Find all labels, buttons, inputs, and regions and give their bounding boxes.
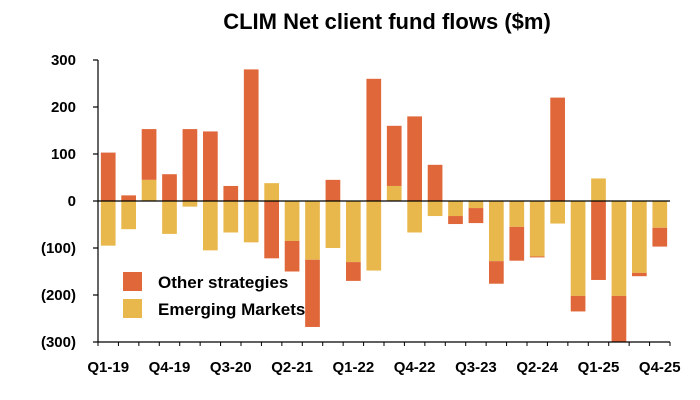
bar-other-strategies-q1-25 [591,201,606,280]
bar-other-strategies-q1-23 [427,164,443,201]
bar-other-strategies-q2-21 [284,240,300,272]
bar-emerging-markets-q2-19 [121,201,136,230]
legend: Other strategies Emerging Markets [123,272,305,319]
x-tick-label: Q1-19 [87,359,129,376]
bar-other-strategies-q3-20 [223,185,239,201]
bar-other-strategies-q4-24 [570,295,586,312]
bar-other-strategies-q4-23 [489,261,504,284]
y-tick-label: 200 [51,99,76,116]
bar-other-strategies-q3-21 [305,259,320,327]
bar-other-strategies-q3-25 [632,272,647,277]
bar-emerging-markets-q3-22 [386,185,402,201]
bar-emerging-markets-q3-21 [305,201,320,260]
x-tick-label: Q2-21 [271,359,313,376]
bar-emerging-markets-q1-22 [346,201,361,263]
legend-swatch [123,272,142,291]
bar-emerging-markets-q1-20 [182,201,198,207]
bar-other-strategies-q3-23 [468,208,484,224]
bar-other-strategies-q1-21 [264,201,279,259]
bar-emerging-markets-q4-19 [162,201,177,234]
axes-layer: 300 200 100 0 (100) (200) (300) Q1-19 Q4-19 Q3-20… [41,52,681,376]
chart-title: CLIM Net client fund flows ($m) [223,9,551,34]
bar-emerging-markets-q2-24 [529,201,545,257]
y-tick-label: 300 [51,52,76,69]
bar-emerging-markets-q1-25 [591,178,606,201]
bar-emerging-markets-q4-23 [489,201,504,262]
bar-other-strategies-q2-20 [203,131,218,201]
bar-other-strategies-q3-24 [550,97,565,201]
bar-other-strategies-q4-19 [162,174,177,201]
y-tick-label: 100 [51,146,76,163]
bar-emerging-markets-q1-24 [509,201,525,227]
bar-emerging-markets-q3-19 [141,179,157,201]
bar-other-strategies-q4-25 [652,227,668,247]
bar-emerging-markets-q2-21 [284,201,300,241]
bar-other-strategies-q1-20 [182,129,198,201]
bar-other-strategies-q2-23 [448,216,463,225]
x-tick-label: Q2-24 [516,359,558,376]
bar-emerging-markets-q2-25 [611,201,627,296]
bar-other-strategies-q4-20 [243,69,259,202]
y-tick-label: 0 [68,193,76,210]
bar-other-strategies-q3-22 [386,125,402,186]
bar-emerging-markets-q2-20 [203,201,218,251]
bar-other-strategies-q2-25 [611,295,627,342]
x-tick-label: Q4-19 [149,359,191,376]
x-tick-label: Q3-23 [455,359,497,376]
bar-emerging-markets-q3-25 [632,201,647,273]
bar-other-strategies-q3-19 [141,129,157,180]
bar-emerging-markets-q4-20 [243,201,259,243]
legend-label: Emerging Markets [158,300,305,319]
y-tick-label: (100) [41,240,76,257]
bar-other-strategies-q2-24 [529,256,545,258]
bar-emerging-markets-q2-23 [448,201,463,217]
bar-emerging-markets-q1-19 [100,201,116,246]
bar-emerging-markets-q1-21 [264,183,279,201]
bar-emerging-markets-q4-22 [407,201,422,233]
bar-emerging-markets-q3-23 [468,201,484,209]
bar-emerging-markets-q3-24 [550,201,565,224]
bar-other-strategies-q4-22 [407,116,422,201]
legend-label: Other strategies [158,273,288,292]
y-tick-label: (300) [41,334,76,351]
bar-other-strategies-q1-24 [509,226,525,261]
bar-other-strategies-q4-21 [325,179,341,201]
bar-other-strategies-q1-19 [100,152,116,201]
legend-swatch [123,299,142,318]
bar-emerging-markets-q3-20 [223,201,239,233]
x-tick-label: Q4-25 [639,359,681,376]
x-tick-label: Q3-20 [210,359,252,376]
bar-emerging-markets-q2-22 [366,201,382,271]
bar-other-strategies-q1-22 [346,262,361,281]
bar-emerging-markets-q4-21 [325,201,341,248]
x-tick-label: Q1-22 [333,359,375,376]
bar-emerging-markets-q4-25 [652,201,668,228]
bar-other-strategies-q2-19 [121,195,136,201]
bar-emerging-markets-q4-24 [570,201,586,296]
x-tick-label: Q4-22 [394,359,436,376]
bars-layer [100,69,668,342]
bar-other-strategies-q2-22 [366,78,382,201]
bar-emerging-markets-q1-23 [427,201,443,217]
y-tick-label: (200) [41,287,76,304]
x-tick-label: Q1-25 [578,359,620,376]
